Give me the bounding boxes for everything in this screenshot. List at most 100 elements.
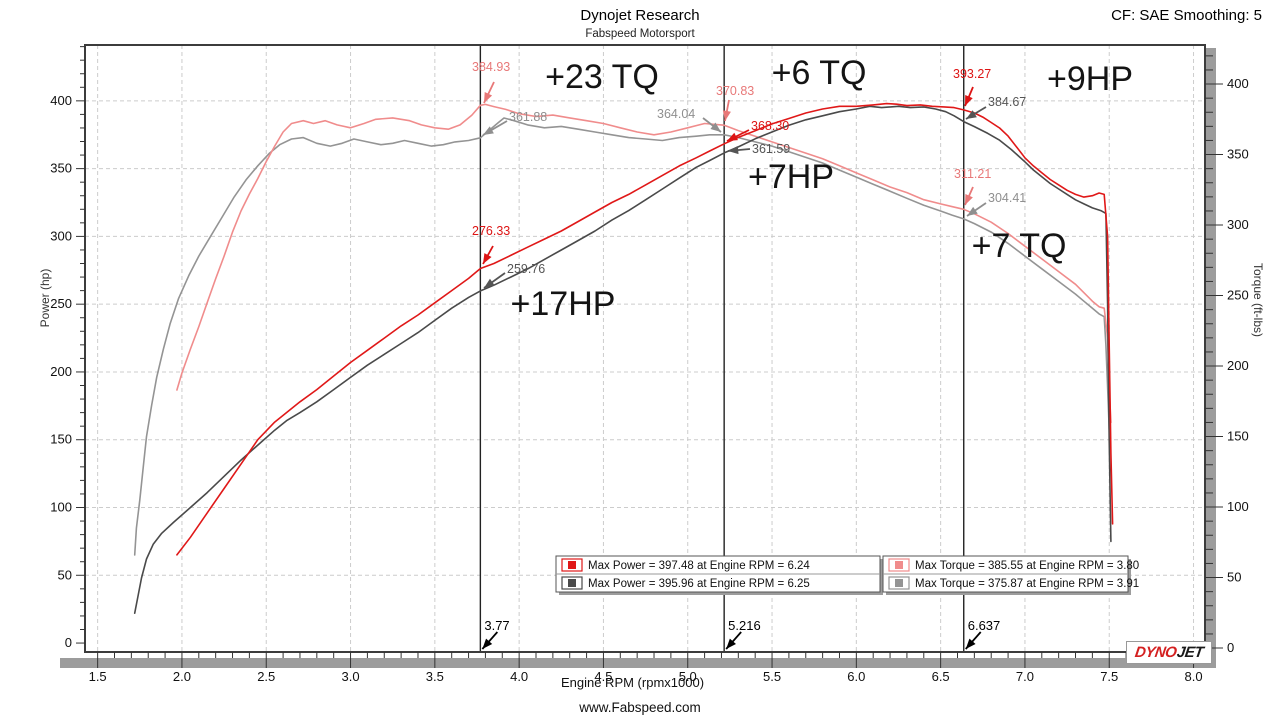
x-tick-label: 5.5 [763, 669, 781, 684]
gain-annotation: +7HP [748, 158, 834, 196]
power-tick-label: 350 [50, 161, 72, 176]
rpm-marker-label: 6.637 [968, 618, 1001, 633]
gain-annotations: +23 TQ +6 TQ +7HP +9HP +7 TQ +17HP [511, 54, 1133, 323]
x-axis-title: Engine RPM (rpmx1000) [560, 675, 705, 690]
arrow-head [967, 206, 978, 216]
callout-arrow [483, 272, 506, 289]
plot-background [85, 45, 1205, 652]
callout-arrow [726, 129, 750, 142]
report-title: Dynojet Research [580, 7, 700, 24]
arrow-head [483, 253, 492, 264]
torque-tick-label: 250 [1227, 288, 1249, 303]
gain-annotation: +17HP [511, 285, 616, 323]
axis-tick-labels: 1.5 2.0 2.5 3.0 3.5 4.0 4.5 5.0 5.5 6.0 6.5 7.0 7.5 8… [50, 76, 1248, 684]
x-tick-label: 7.5 [1100, 669, 1118, 684]
callout-value: 361.88 [509, 110, 547, 124]
x-tick-label: 5.0 [679, 669, 697, 684]
arrow-head [484, 92, 493, 103]
axis-ticks [76, 46, 1223, 668]
bottom-shadow-band [60, 658, 1216, 668]
arrow-head [482, 638, 493, 649]
gain-annotation: +6 TQ [772, 54, 867, 92]
rpm-marker-arrow [725, 631, 742, 650]
arrow-head [484, 278, 495, 288]
callout-value: 364.04 [657, 107, 695, 121]
rpm-marker-label: 5.216 [728, 618, 761, 633]
x-tick-label: 2.5 [257, 669, 275, 684]
footer-url: www.Fabspeed.com [579, 700, 701, 715]
rpm-marker-label: 3.77 [484, 618, 509, 633]
right-axis-title: Torque (ft-lbs) [1251, 262, 1265, 338]
legend-entry-label: Max Torque = 385.55 at Engine RPM = 3.80 [915, 560, 1139, 572]
callout-arrow [965, 106, 987, 120]
callout-value: 259.76 [507, 262, 545, 276]
gain-annotation: +9HP [1047, 60, 1133, 98]
torque-tick-label: 50 [1227, 570, 1241, 585]
callout-value: 361.59 [752, 142, 790, 156]
rpm-marker-arrow [481, 631, 499, 650]
power-tick-label: 50 [58, 567, 72, 582]
arrow-head [965, 194, 973, 205]
torque-tick-label: 400 [1227, 76, 1249, 91]
plot-border [84, 44, 1206, 653]
legend-entry-label: Max Power = 395.96 at Engine RPM = 6.25 [588, 578, 810, 590]
callout-value: 384.93 [472, 60, 510, 74]
report-subtitle: Fabspeed Motorsport [585, 28, 695, 40]
x-tick-label: 4.5 [594, 669, 612, 684]
power-curve-stock [133, 105, 1112, 615]
callout-arrow [964, 186, 974, 206]
power-tick-label: 150 [50, 432, 72, 447]
torque-tick-label: 350 [1227, 147, 1249, 162]
x-tick-label: 7.0 [1016, 669, 1034, 684]
x-tick-label: 3.0 [342, 669, 360, 684]
torque-tick-label: 200 [1227, 358, 1249, 373]
x-tick-label: 4.0 [510, 669, 528, 684]
marker-lines: 3.77 5.216 6.637 [479, 45, 1001, 652]
legend-swatch [568, 561, 576, 569]
callout-arrow [964, 86, 974, 107]
arrow-head [965, 95, 973, 106]
callout-arrow [727, 146, 751, 155]
gain-annotation: +7 TQ [972, 227, 1067, 265]
callout-arrow [722, 99, 731, 122]
power-tick-label: 100 [50, 500, 72, 515]
power-tick-label: 0 [65, 635, 72, 650]
dynojet-logo: DYNO JET [1126, 641, 1212, 664]
callout-value: 311.21 [954, 167, 991, 181]
torque-tick-label: 150 [1227, 429, 1249, 444]
callout-value: 370.83 [716, 84, 754, 98]
x-tick-label: 6.0 [847, 669, 865, 684]
arrow-head [726, 638, 736, 649]
arrow-head [965, 638, 976, 649]
arrow-head [722, 110, 731, 121]
x-tick-label: 6.5 [932, 669, 950, 684]
legend-swatch [895, 561, 903, 569]
callout-arrow [482, 245, 494, 265]
gain-annotation: +23 TQ [545, 58, 659, 96]
legend-entry-label: Max Torque = 375.87 at Engine RPM = 3.91 [915, 578, 1139, 590]
x-tick-label: 3.5 [426, 669, 444, 684]
arrow-head [710, 122, 721, 132]
torque-tick-label: 300 [1227, 217, 1249, 232]
power-tick-label: 300 [50, 228, 72, 243]
callout-arrow [966, 202, 987, 217]
right-shadow-band [1206, 48, 1216, 658]
callout-value: 384.67 [988, 95, 1026, 109]
correction-factor-label: CF: SAE Smoothing: 5 [1111, 7, 1262, 24]
x-tick-label: 1.5 [89, 669, 107, 684]
value-callouts: 384.93 361.88 276.33 259.76 370.83 364.04 368.… [472, 60, 1026, 289]
legend: Max Power = 397.48 at Engine RPM = 6.24 M… [555, 555, 1139, 595]
arrow-head [727, 132, 738, 141]
logo-jet-text: JET [1175, 644, 1204, 661]
callout-arrow [702, 117, 722, 133]
legend-swatch [568, 579, 576, 587]
callout-value: 304.41 [988, 191, 1026, 205]
x-tick-label: 8.0 [1184, 669, 1202, 684]
torque-curve-stock [133, 117, 1110, 556]
x-tick-label: 2.0 [173, 669, 191, 684]
callout-value: 393.27 [953, 67, 991, 81]
logo-dyno-text: DYNO [1134, 644, 1178, 661]
power-tick-label: 200 [50, 364, 72, 379]
